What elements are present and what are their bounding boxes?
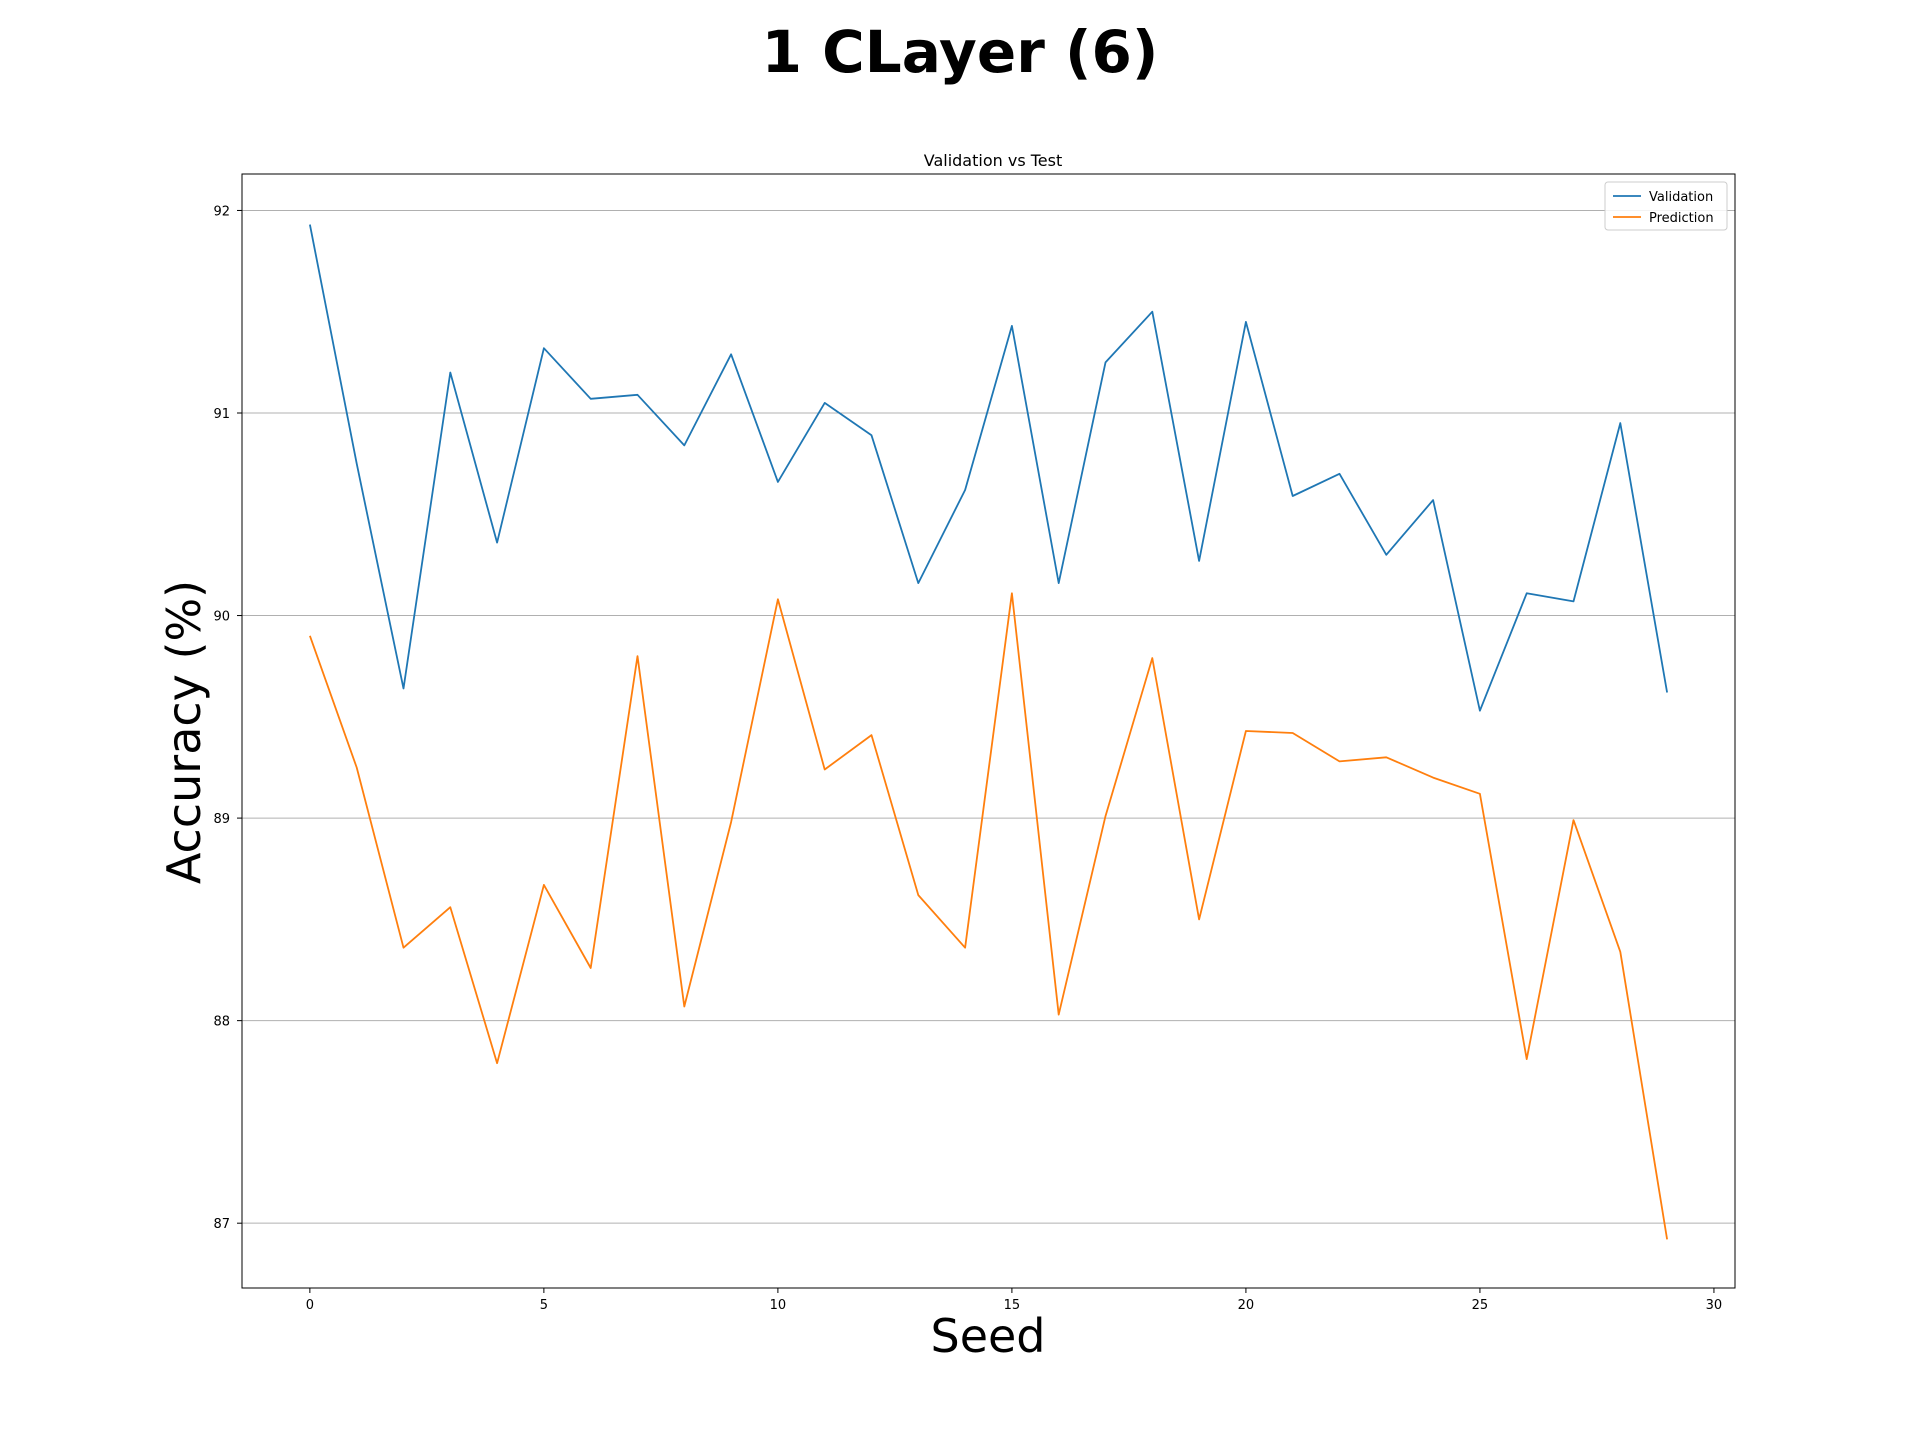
x-tick-label: 20 — [1238, 1298, 1255, 1313]
y-tick-label: 90 — [213, 610, 230, 625]
y-axis: 87 88 89 90 91 92 — [213, 204, 242, 1232]
x-axis-label: Seed — [931, 1309, 1046, 1363]
legend-entry-label: Prediction — [1649, 211, 1714, 226]
legend-entry-label: Validation — [1649, 190, 1713, 205]
y-tick-label: 89 — [213, 812, 230, 827]
x-tick-label: 25 — [1472, 1298, 1489, 1313]
y-tick-label: 92 — [213, 204, 230, 219]
series-lines — [309, 224, 1668, 1240]
y-tick-label: 91 — [213, 407, 230, 422]
series-line-validation — [309, 224, 1668, 712]
x-tick-label: 0 — [306, 1298, 314, 1313]
plot-area-frame — [241, 173, 1736, 1289]
x-axis: 0 5 10 15 20 25 30 — [306, 1288, 1722, 1313]
x-tick-label: 15 — [1004, 1298, 1021, 1313]
y-tick-label: 88 — [213, 1015, 230, 1030]
legend: Validation Prediction — [1604, 181, 1728, 231]
x-tick-label: 30 — [1706, 1298, 1723, 1313]
legend-box — [1604, 181, 1728, 231]
y-axis-label: Accuracy (%) — [157, 580, 211, 884]
figure-suptitle: 1 CLayer (6) — [762, 18, 1159, 86]
x-tick-label: 5 — [540, 1298, 548, 1313]
x-tick-label: 10 — [770, 1298, 787, 1313]
grid-lines — [242, 209, 1735, 1224]
chart-title: Validation vs Test — [924, 151, 1063, 170]
y-tick-label: 87 — [213, 1217, 230, 1232]
series-line-prediction — [309, 592, 1668, 1240]
